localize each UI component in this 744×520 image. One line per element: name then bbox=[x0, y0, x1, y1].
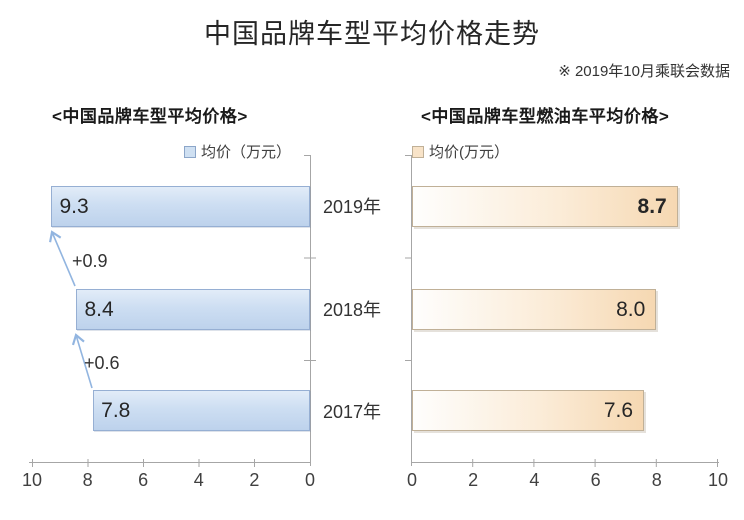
tick-label: 6 bbox=[590, 470, 601, 490]
arrow-2018-to-2019 bbox=[49, 230, 76, 287]
left-legend-label: 均价（万元） bbox=[201, 144, 292, 161]
tick-label: 10 bbox=[21, 470, 43, 490]
bar-value-label: 9.3 bbox=[59, 194, 89, 218]
bar-value-label: 8.7 bbox=[637, 194, 667, 218]
annotation-increase-0-9: +0.9 bbox=[72, 251, 108, 271]
source-note: ※ 2019年10月乘联会数据 bbox=[558, 63, 730, 80]
bar-value-label: 7.8 bbox=[101, 398, 131, 422]
annotation-increase-0-6: +0.6 bbox=[84, 353, 120, 373]
category-label-2017: 2017年 bbox=[322, 402, 382, 422]
right-chart-title: <中国品牌车型燃油车平均价格> bbox=[421, 107, 670, 126]
x-axis-tick-labels-right: 0 2 4 6 8 10 bbox=[407, 469, 728, 491]
increase-arrows bbox=[49, 230, 93, 389]
bar-value-label: 7.6 bbox=[603, 398, 634, 422]
bar-left-2017: 7.8 bbox=[93, 390, 310, 431]
tick-label: 2 bbox=[249, 470, 260, 490]
tick-label: 8 bbox=[651, 470, 662, 490]
page-title: 中国品牌车型平均价格走势 bbox=[204, 19, 540, 49]
tick-label: 6 bbox=[138, 470, 149, 490]
left-chart-title: <中国品牌车型平均价格> bbox=[52, 107, 248, 126]
left-legend: 均价（万元） bbox=[184, 141, 291, 162]
bar-left-2018: 8.4 bbox=[76, 289, 310, 330]
bar-right-2019: 8.7 bbox=[411, 186, 678, 227]
tick-label: 2 bbox=[468, 470, 479, 490]
bar-right-2017: 7.6 bbox=[411, 390, 645, 431]
right-legend: 均价(万元） bbox=[412, 141, 509, 162]
bar-value-label: 8.0 bbox=[616, 297, 646, 321]
tick-label: 4 bbox=[193, 470, 204, 490]
legend-swatch-blue-icon bbox=[184, 145, 196, 158]
legend-swatch-tan-icon bbox=[412, 145, 424, 158]
category-label-2018: 2018年 bbox=[322, 300, 382, 320]
tick-label: 8 bbox=[82, 470, 93, 490]
right-legend-label: 均价(万元） bbox=[429, 144, 509, 161]
tick-label: 0 bbox=[406, 470, 418, 490]
bar-right-2018: 8.0 bbox=[411, 289, 657, 330]
tick-label: 10 bbox=[707, 470, 729, 490]
bar-left-2019: 9.3 bbox=[51, 186, 310, 227]
tick-label: 4 bbox=[529, 470, 540, 490]
arrow-2017-to-2018 bbox=[71, 333, 93, 389]
category-label-2019: 2019年 bbox=[322, 197, 382, 217]
x-axis-tick-labels-left: 10 8 6 4 2 0 bbox=[22, 469, 315, 491]
left-chart-axes bbox=[29, 155, 316, 467]
bar-value-label: 8.4 bbox=[84, 297, 114, 321]
tick-label: 0 bbox=[304, 470, 316, 490]
